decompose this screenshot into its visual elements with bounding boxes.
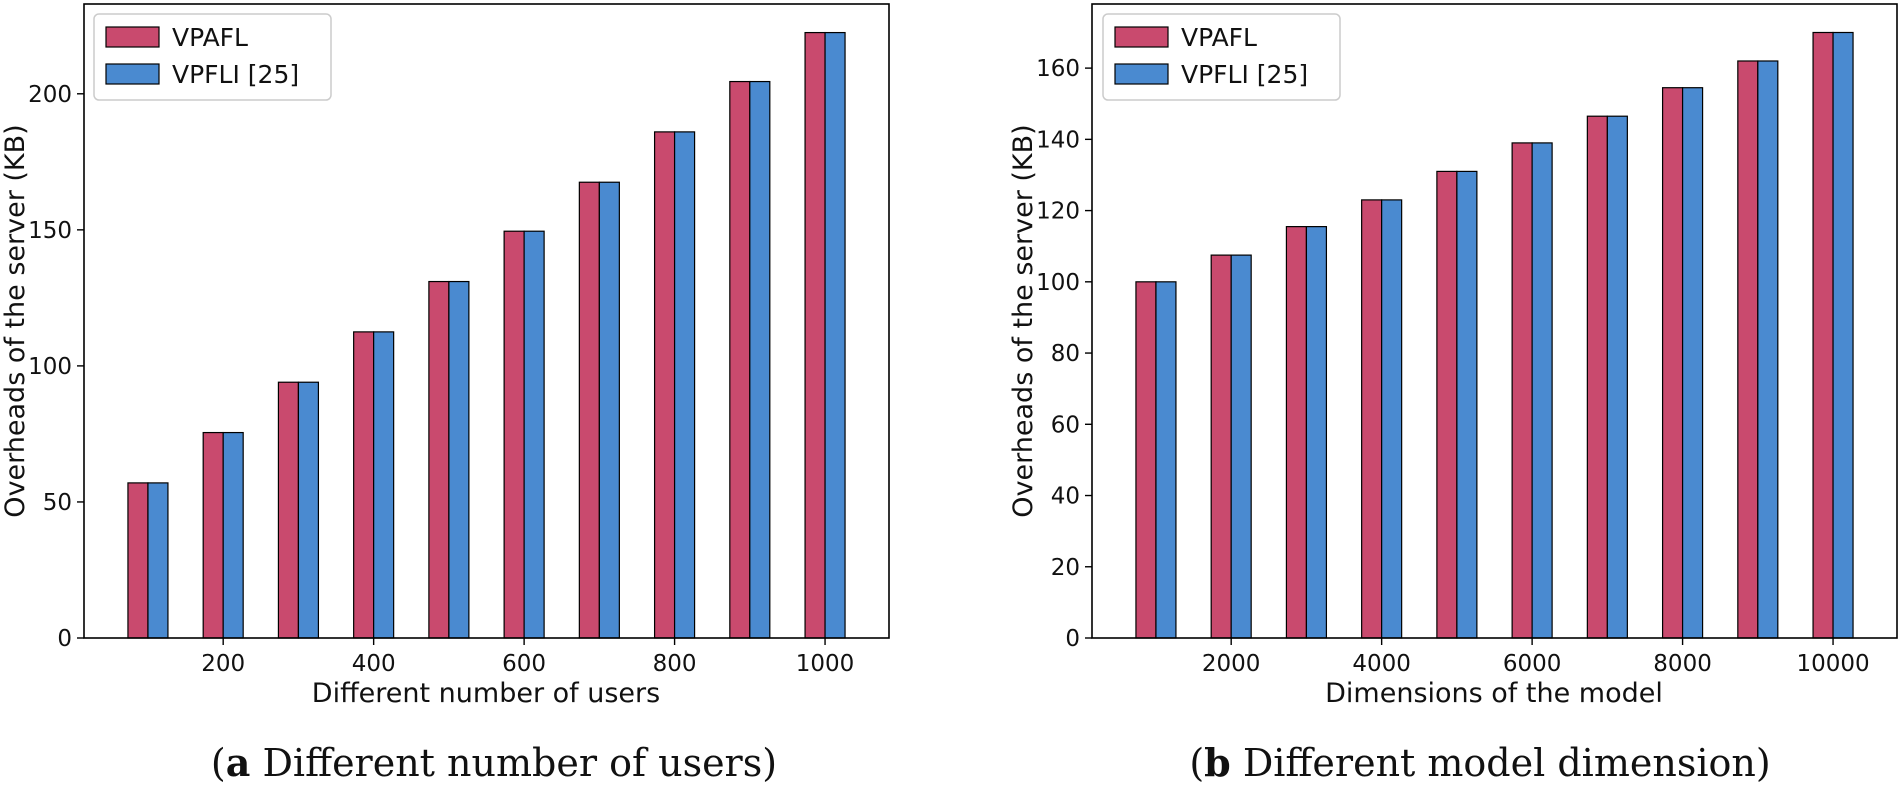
chart-b-bar-vpafl-7000 [1586, 115, 1608, 639]
chart-a-bars [127, 31, 846, 639]
chart-a-legend: VPAFL VPFLI [25] [93, 13, 332, 101]
chart-b-bar-vpafl-6000 [1511, 142, 1533, 639]
chart-a-xlabel: Different number of users [312, 678, 660, 709]
chart-b-bars [1135, 31, 1854, 639]
chart-a-bar-vpafl-1000 [804, 31, 826, 639]
chart-b-legend: VPAFL VPFLI [25] [1102, 13, 1341, 101]
chart-b-bar-vpfli-10000 [1832, 31, 1854, 639]
chart-a-xtick-label: 1000 [796, 651, 855, 677]
chart-a-legend-swatch-vpafl [105, 26, 160, 48]
chart-a-ytick-label: 150 [28, 218, 72, 244]
chart-b-ytick-label: 120 [1036, 199, 1080, 225]
chart-b-bar-vpafl-10000 [1812, 31, 1834, 639]
chart-a-caption-letter: a [226, 740, 251, 785]
chart-a-bar-vpfli-400 [373, 331, 395, 639]
chart-a-bar-vpfli-100 [147, 482, 169, 639]
chart-b-ytick-label: 20 [1051, 555, 1080, 581]
chart-b-xtick-label: 2000 [1202, 651, 1261, 677]
chart-b-ytick-label: 80 [1051, 341, 1080, 367]
chart-b-bar-vpafl-3000 [1285, 226, 1308, 639]
chart-a-bar-vpafl-700 [578, 181, 600, 639]
chart-a-bar-vpfli-700 [598, 181, 620, 639]
chart-b-ticks: 0 20 40 60 80 100 120 140 160 2000 4000 6000 8000 100… [1036, 56, 1870, 677]
chart-a-legend-label-vpafl: VPAFL [172, 23, 248, 52]
chart-b-bar-vpafl-4000 [1361, 199, 1383, 639]
chart-b-ytick-label: 100 [1036, 270, 1080, 296]
chart-b-xtick-label: 8000 [1653, 651, 1712, 677]
chart-a-bar-vpafl-800 [653, 131, 676, 639]
chart-b-ytick-label: 60 [1051, 412, 1080, 438]
chart-b-bar-vpfli-3000 [1305, 226, 1328, 639]
chart-b-bar-vpfli-1000 [1155, 281, 1177, 639]
chart-b-bar-vpafl-1000 [1135, 281, 1157, 639]
chart-b-legend-swatch-vpfli [1114, 63, 1169, 85]
chart-a-bar-vpafl-300 [277, 381, 300, 639]
chart-a-bar-vpfli-900 [749, 80, 771, 639]
chart-b-xtick-label: 10000 [1796, 651, 1869, 677]
chart-a-ytick-label: 0 [57, 626, 72, 652]
chart-a-ylabel: Overheads of the server (KB) [0, 124, 31, 517]
chart-b-bar-vpfli-7000 [1606, 115, 1628, 639]
chart-b-bar-vpfli-2000 [1230, 254, 1252, 639]
chart-b: 0 20 40 60 80 100 120 140 160 2000 4000 6000 8000 100… [1008, 3, 1898, 785]
chart-a-bar-vpfli-300 [297, 381, 320, 639]
chart-b-ytick-label: 140 [1036, 127, 1080, 153]
chart-a-ytick-label: 200 [28, 82, 72, 108]
chart-a-xtick-label: 400 [352, 651, 396, 677]
chart-a-bar-vpafl-100 [127, 482, 149, 639]
chart-a-bar-vpafl-600 [503, 230, 525, 639]
chart-a-ytick-label: 100 [28, 354, 72, 380]
chart-a-caption: (a Different number of users) [211, 740, 777, 785]
chart-b-bar-vpfli-6000 [1531, 142, 1553, 639]
chart-b-caption-text: Different model dimension [1231, 741, 1756, 785]
chart-b-plot-frame [1091, 3, 1898, 639]
chart-b-bar-vpafl-9000 [1737, 60, 1759, 639]
chart-b-bar-vpafl-2000 [1210, 254, 1232, 639]
chart-b-caption: (b Different model dimension) [1189, 740, 1770, 785]
chart-b-ytick-label: 40 [1051, 484, 1080, 510]
chart-a-bar-vpafl-200 [202, 431, 224, 639]
chart-a: 0 50 100 150 200 200 400 600 800 1000 Different n… [0, 3, 890, 785]
chart-a-bar-vpfli-600 [523, 230, 545, 639]
chart-b-legend-swatch-vpafl [1114, 26, 1169, 48]
chart-a-bar-vpfli-1000 [824, 31, 846, 639]
chart-b-bar-vpafl-5000 [1436, 170, 1458, 639]
chart-b-ylabel: Overheads of the server (KB) [1008, 124, 1039, 517]
chart-a-xtick-label: 200 [201, 651, 245, 677]
chart-a-bar-vpfli-200 [222, 431, 244, 639]
chart-b-legend-label-vpafl: VPAFL [1181, 23, 1257, 52]
chart-b-bar-vpfli-4000 [1381, 199, 1403, 639]
chart-a-legend-label-vpfli: VPFLI [25] [172, 60, 299, 89]
chart-b-ytick-label: 0 [1065, 626, 1080, 652]
chart-b-bar-vpfli-8000 [1681, 87, 1704, 639]
chart-a-ytick-label: 50 [43, 490, 72, 516]
chart-b-bar-vpafl-8000 [1661, 87, 1684, 639]
chart-a-bar-vpfli-500 [448, 280, 470, 639]
chart-b-legend-label-vpfli: VPFLI [25] [1181, 60, 1308, 89]
chart-b-xtick-label: 4000 [1352, 651, 1411, 677]
chart-b-xlabel: Dimensions of the model [1325, 678, 1663, 709]
chart-a-ticks: 0 50 100 150 200 200 400 600 800 1000 [28, 82, 854, 677]
chart-a-plot-frame [83, 3, 890, 639]
chart-b-xtick-label: 6000 [1503, 651, 1562, 677]
chart-a-bar-vpfli-800 [673, 131, 696, 639]
chart-a-bar-vpafl-400 [353, 331, 375, 639]
chart-b-ytick-label: 160 [1036, 56, 1080, 82]
chart-b-caption-letter: b [1204, 740, 1231, 785]
chart-a-bar-vpafl-900 [729, 80, 751, 639]
chart-a-bar-vpafl-500 [428, 280, 450, 639]
chart-b-bar-vpfli-5000 [1456, 170, 1478, 639]
chart-a-xtick-label: 800 [653, 651, 697, 677]
chart-a-xtick-label: 600 [502, 651, 546, 677]
chart-b-bar-vpfli-9000 [1757, 60, 1779, 639]
chart-a-caption-text: Different number of users [250, 741, 762, 785]
chart-a-legend-swatch-vpfli [105, 63, 160, 85]
